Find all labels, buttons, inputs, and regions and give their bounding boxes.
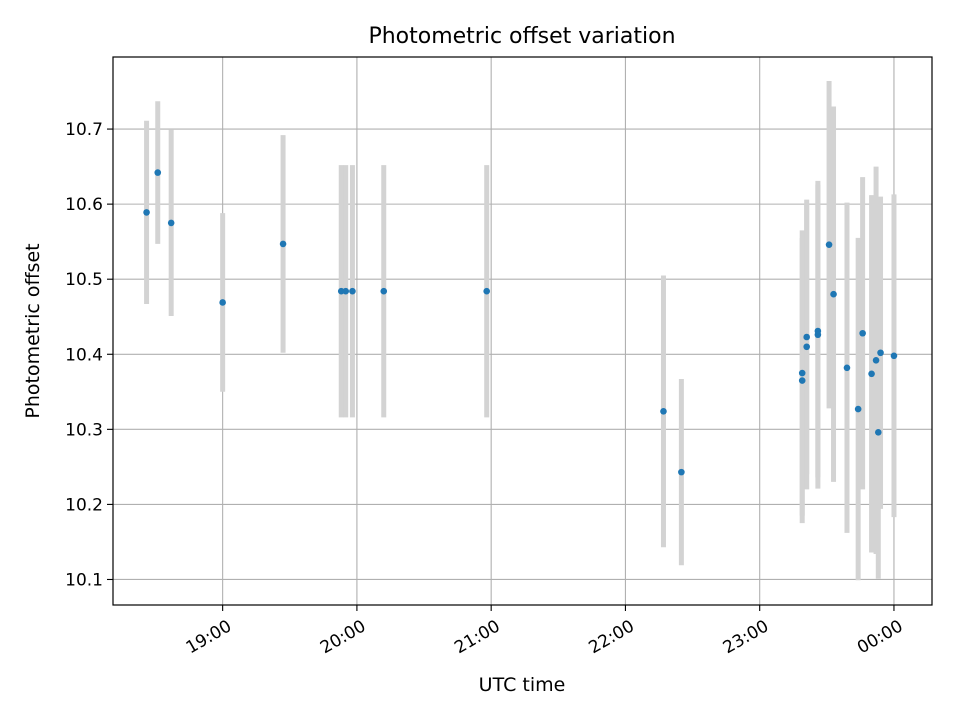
data-point [143,209,150,216]
y-axis-label: Photometric offset [22,243,44,418]
x-tick-label: 19:00 [183,616,235,658]
error-bars [144,81,897,581]
data-point [830,290,837,298]
plot-frame [112,56,933,606]
x-tick-label: 23:00 [720,616,772,658]
y-tick-label: 10.5 [65,270,103,290]
data-point [349,287,356,295]
data-point [483,287,490,295]
data-point [279,240,287,248]
y-tick-label: 10.7 [65,120,103,140]
data-point [877,349,884,357]
data-point [219,299,226,306]
y-tick-label: 10.3 [65,420,103,440]
data-points [143,169,898,476]
data-point [814,331,822,339]
chart-title: Photometric offset variation [368,24,675,49]
data-point [678,468,685,476]
x-tick-label: 20:00 [317,616,369,658]
data-point [803,343,810,351]
data-point [854,405,862,413]
data-point [798,377,806,384]
data-point [825,241,833,248]
data-point [342,287,350,295]
x-tick-label: 21:00 [451,616,503,658]
y-tick-label: 10.4 [65,345,103,365]
data-point [167,219,175,227]
x-axis-label: UTC time [479,674,566,696]
data-point [859,329,866,337]
data-point [380,287,388,295]
data-point [874,429,882,436]
data-point [868,370,875,378]
data-point [803,333,810,341]
data-point [872,356,880,364]
data-point [154,169,162,176]
x-tick-label: 00:00 [854,616,906,658]
data-point [890,352,898,360]
data-point [798,369,806,377]
y-tick-label: 10.6 [65,195,103,215]
data-point [843,364,851,372]
y-tick-label: 10.2 [65,495,103,515]
y-tick-label: 10.1 [65,570,103,590]
data-point [660,408,667,415]
x-tick-label: 22:00 [585,616,637,658]
